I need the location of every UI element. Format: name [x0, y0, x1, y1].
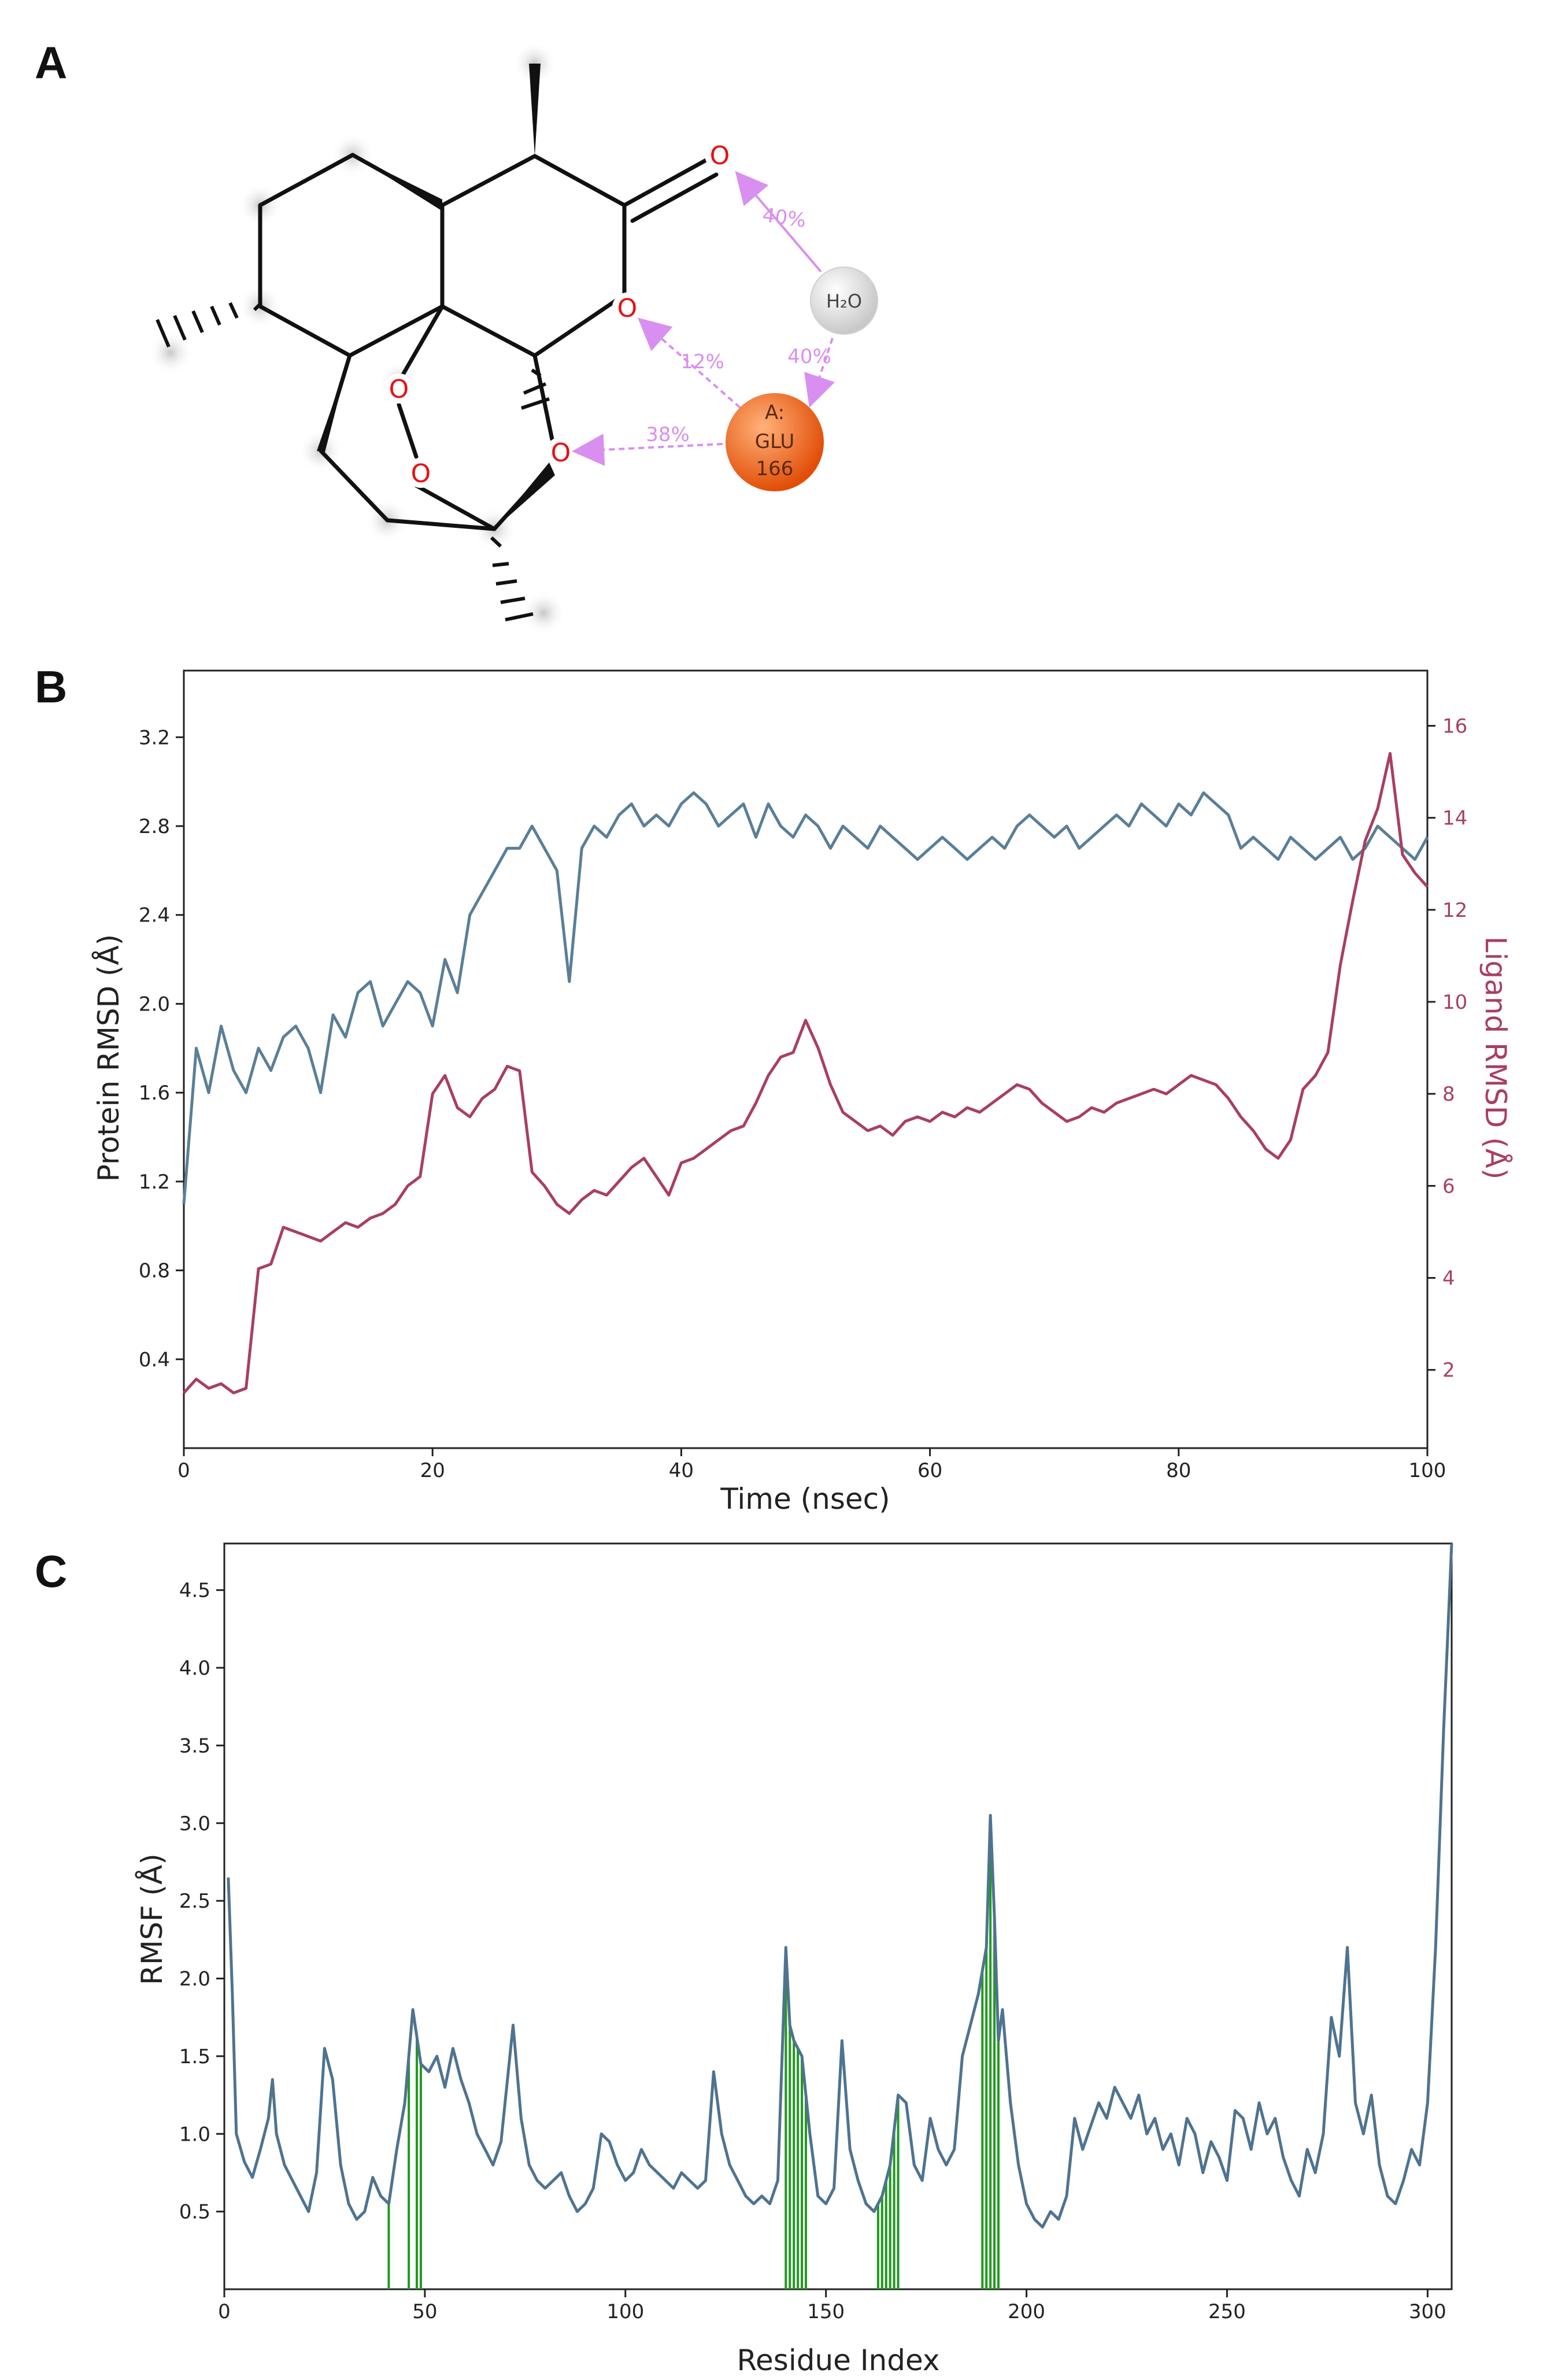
ligand-rmsd-tick-label: 12 [1442, 899, 1467, 922]
interaction-glu-lactone [637, 317, 741, 409]
residue-node-glu166: A: GLU 166 [726, 393, 824, 491]
interaction-glu-ether [572, 434, 723, 467]
oxygen-lactone: O [617, 294, 638, 323]
rmsd-plot-frame [183, 669, 1429, 1449]
pct-label-1: 40% [761, 203, 807, 232]
oxygen-carbonyl: O [710, 141, 730, 171]
pct-label-3: 12% [680, 350, 724, 373]
rmsf-tick-label: 3.5 [179, 1734, 210, 1757]
rmsf-tick-label: 0.5 [179, 2201, 210, 2224]
protein-rmsd-line [182, 791, 1429, 1204]
oxygen-peroxide-1: O [389, 375, 409, 404]
ligand-diagram: O O O O O 40% 40% 12% 38% H₂O [149, 42, 878, 635]
water-node: H₂O [810, 266, 878, 335]
ligand-rmsd-tick-label: 4 [1442, 1267, 1455, 1290]
ligand-rmsd-ylabel: Ligand RMSD (Å) [1479, 937, 1512, 1180]
oxygen-atoms: O O O O O [384, 140, 735, 488]
rmsf-tick-label: 1.0 [179, 2123, 210, 2146]
protein-rmsd-tick-label: 2.0 [139, 993, 170, 1016]
interaction-water-carbonyl [735, 171, 822, 273]
time-tick-label: 20 [420, 1459, 445, 1482]
residue-name: GLU [755, 430, 794, 453]
residue-tick-label: 250 [1208, 2300, 1246, 2323]
protein-rmsd-ylabel: Protein RMSD (Å) [92, 934, 125, 1182]
rmsd-chart: 0.4 0.8 1.2 1.6 2.0 2.4 2.8 3.2 2 4 6 8 10 12 14 16 0 2… [92, 669, 1512, 1516]
pct-label-4: 38% [646, 423, 690, 446]
residue-tick-label: 300 [1409, 2300, 1446, 2323]
time-tick-label: 80 [1166, 1459, 1191, 1482]
molecule-bonds [258, 153, 719, 531]
time-tick-label: 40 [669, 1459, 694, 1482]
ligand-rmsd-tick-label: 14 [1442, 807, 1467, 830]
interaction-glu-water [804, 338, 835, 408]
ligand-rmsd-tick-label: 2 [1442, 1359, 1455, 1382]
residue-chain: A: [765, 401, 785, 424]
residue-tick-label: 200 [1008, 2300, 1045, 2323]
panel-letter-b: B [35, 661, 67, 712]
hbond-interactions: 40% 40% 12% 38% [572, 171, 835, 467]
protein-rmsd-tick-label: 2.4 [139, 904, 170, 927]
residue-tick-label: 50 [412, 2300, 437, 2323]
rmsf-tick-label: 4.5 [179, 1579, 210, 1602]
rmsf-chart: 0.5 1.0 1.5 2.0 2.5 3.0 3.5 4.0 4.5 0 50 100 150 200… [135, 1542, 1453, 2377]
rmsf-tick-label: 1.5 [179, 2045, 210, 2068]
oxygen-peroxide-2: O [411, 459, 431, 488]
oxygen-ether: O [551, 438, 571, 468]
stereo-wedges [317, 64, 555, 529]
residue-number: 166 [756, 457, 794, 480]
rmsf-xlabel: Residue Index [737, 2344, 940, 2377]
rmsf-line [227, 1543, 1453, 2229]
rmsf-tick-label: 2.5 [179, 1890, 210, 1913]
rmsf-ylabel: RMSF (Å) [135, 1853, 169, 1985]
residue-tick-label: 0 [218, 2300, 231, 2323]
residue-tick-label: 150 [807, 2300, 845, 2323]
panel-letter-c: C [35, 1546, 67, 1597]
protein-rmsd-tick-label: 1.2 [139, 1171, 170, 1194]
protein-rmsd-tick-label: 3.2 [139, 726, 170, 749]
ligand-rmsd-tick-label: 10 [1442, 991, 1467, 1014]
time-tick-label: 100 [1409, 1459, 1446, 1482]
rmsf-tick-label: 3.0 [179, 1812, 210, 1835]
ligand-rmsd-line [183, 752, 1429, 1394]
rmsf-tick-label: 2.0 [179, 1968, 210, 1991]
ligand-rmsd-tick-label: 8 [1442, 1083, 1455, 1106]
time-tick-label: 60 [917, 1459, 942, 1482]
rmsf-plot-frame [223, 1542, 1453, 2290]
protein-rmsd-tick-label: 0.8 [139, 1260, 170, 1283]
protein-rmsd-tick-label: 0.4 [139, 1348, 170, 1371]
rmsf-tick-label: 4.0 [179, 1657, 210, 1680]
residue-tick-label: 100 [606, 2300, 644, 2323]
protein-rmsd-tick-label: 1.6 [139, 1082, 170, 1105]
panel-letter-a: A [35, 37, 67, 88]
stereo-hashes [156, 301, 550, 621]
water-label: H₂O [826, 290, 862, 312]
ligand-rmsd-tick-label: 6 [1442, 1175, 1455, 1198]
protein-rmsd-tick-label: 2.8 [139, 815, 170, 838]
ligand-rmsd-tick-label: 16 [1442, 715, 1467, 738]
pct-label-2: 40% [787, 345, 831, 368]
time-tick-label: 0 [177, 1459, 190, 1482]
rmsd-xlabel: Time (nsec) [720, 1482, 890, 1516]
